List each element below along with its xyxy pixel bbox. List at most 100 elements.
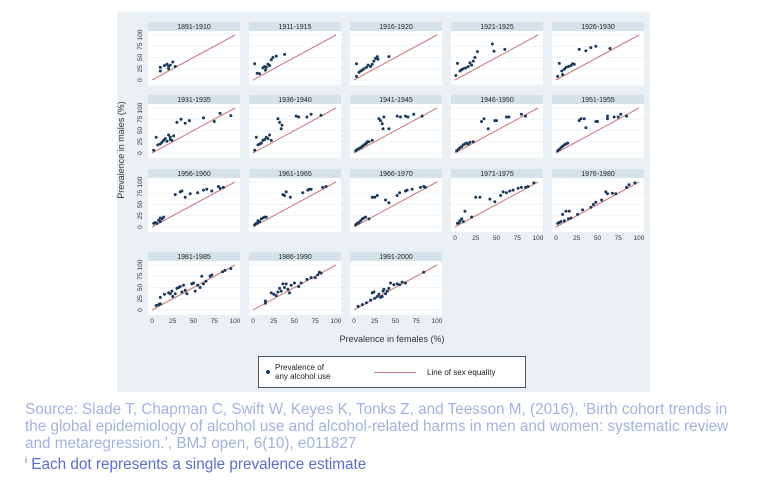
x-tick-label: 25 <box>270 318 278 325</box>
data-point <box>370 195 374 199</box>
data-point <box>566 141 570 145</box>
data-point <box>356 304 360 308</box>
x-tick-label: 100 <box>331 318 342 325</box>
data-point <box>297 285 301 289</box>
data-point <box>524 185 528 189</box>
data-point <box>201 282 205 286</box>
data-point <box>418 185 422 189</box>
data-point <box>369 65 373 68</box>
panel: 1921-1925 <box>451 22 543 85</box>
data-point <box>387 55 391 59</box>
data-point <box>566 217 570 221</box>
data-point <box>392 283 396 287</box>
data-point <box>567 209 571 213</box>
data-point <box>263 138 267 141</box>
x-tick-label: 0 <box>453 235 457 242</box>
data-point <box>255 71 259 75</box>
plot-area <box>148 178 240 232</box>
panel-title: 1966-1970 <box>379 171 413 178</box>
data-point <box>279 289 283 293</box>
data-point <box>486 127 490 131</box>
legend: Prevalence of any alcohol use Line of sex… <box>258 356 526 388</box>
data-point <box>294 114 298 118</box>
data-point <box>305 277 309 281</box>
y-tick-label: 75 <box>137 272 144 280</box>
data-point <box>376 57 380 61</box>
data-point <box>263 301 267 305</box>
data-point <box>168 292 172 296</box>
data-point <box>272 292 276 296</box>
equality-line <box>454 34 539 81</box>
equality-line <box>151 34 236 81</box>
panel: 1991-2000 0 25 50 75 100 <box>350 252 443 325</box>
data-point <box>384 198 388 202</box>
data-point <box>201 116 205 120</box>
data-point <box>370 138 374 142</box>
data-point <box>616 115 620 119</box>
data-point <box>286 287 290 291</box>
data-point <box>218 111 222 115</box>
panel-header <box>350 95 442 104</box>
data-point <box>380 295 384 298</box>
data-point <box>205 187 209 191</box>
data-point <box>504 115 508 119</box>
equality-line <box>151 107 236 154</box>
data-point <box>269 291 273 295</box>
data-point <box>321 185 325 189</box>
data-point <box>266 137 270 141</box>
data-point <box>627 183 631 187</box>
x-tick-label: 50 <box>190 318 198 325</box>
data-point <box>375 295 379 298</box>
data-point <box>274 294 278 298</box>
panel-title: 1986-1990 <box>278 254 312 261</box>
equality-line <box>151 181 236 228</box>
data-point <box>569 216 573 220</box>
equality-line <box>454 181 539 228</box>
data-point <box>210 189 214 193</box>
panel-title: 1991-2000 <box>379 254 413 261</box>
data-point <box>490 42 494 46</box>
panel-title: 1911-1915 <box>279 24 312 31</box>
data-point <box>188 192 192 196</box>
data-point <box>488 197 492 201</box>
data-point <box>155 221 159 225</box>
panel-header <box>249 95 341 104</box>
data-point <box>301 191 305 195</box>
data-point <box>221 270 225 274</box>
data-point <box>210 273 214 277</box>
data-point <box>369 298 373 302</box>
data-point <box>379 119 383 123</box>
panel: 1981-1985 0 25 50 75 100 0 25 50 75 100 <box>137 252 241 325</box>
plot-area <box>350 178 442 232</box>
x-tick-label: 0 <box>352 318 356 325</box>
panel: 1936-1940 <box>249 95 341 158</box>
data-point <box>594 200 598 204</box>
data-point <box>605 117 609 121</box>
data-point <box>605 114 609 118</box>
data-point <box>173 193 177 197</box>
x-tick-label: 50 <box>291 318 299 325</box>
panel: 1961-1965 <box>249 169 341 232</box>
data-point <box>405 188 409 192</box>
panel: 1931-1935 0 25 50 75 100 <box>137 95 240 158</box>
data-point <box>474 195 478 199</box>
data-point <box>281 282 285 286</box>
data-point <box>385 289 389 293</box>
data-point <box>198 286 202 289</box>
data-point <box>364 215 368 219</box>
panel-header <box>148 95 240 104</box>
y-tick-label: 75 <box>137 189 144 197</box>
data-point <box>175 120 179 124</box>
data-point <box>524 114 528 118</box>
data-point <box>375 194 379 197</box>
y-tick-label: 100 <box>137 259 144 270</box>
y-tick-label: 0 <box>137 308 144 312</box>
plot-area <box>552 104 644 158</box>
note-text: Each dot represents a single prevalence … <box>31 456 367 474</box>
caption-note: i Each dot represents a single prevalenc… <box>25 452 760 473</box>
panel-header <box>552 169 644 178</box>
data-point <box>201 188 205 192</box>
data-point <box>482 117 486 121</box>
data-point <box>561 73 565 77</box>
panel-title: 1941-1945 <box>379 97 413 104</box>
